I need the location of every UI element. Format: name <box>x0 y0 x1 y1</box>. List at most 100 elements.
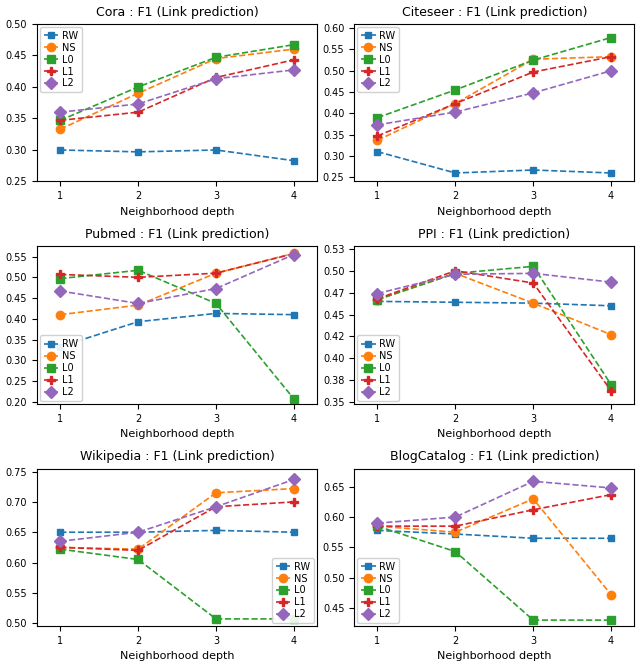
Line: L2: L2 <box>373 269 615 297</box>
L0 <box>529 56 537 64</box>
L0 <box>451 86 459 94</box>
L1 <box>134 108 142 116</box>
Legend: RW, NS, L0, L1, L2: RW, NS, L0, L1, L2 <box>40 27 82 92</box>
Line: L1: L1 <box>373 53 615 140</box>
Title: Pubmed : F1 (Link prediction): Pubmed : F1 (Link prediction) <box>85 228 269 241</box>
Line: L0: L0 <box>373 33 615 122</box>
L0 <box>134 556 142 564</box>
L0 <box>290 395 298 403</box>
NS <box>290 45 298 53</box>
NS <box>56 125 64 133</box>
L0 <box>529 616 537 624</box>
L0 <box>451 269 459 277</box>
L0 <box>134 83 142 91</box>
NS <box>607 331 615 339</box>
RW <box>290 528 298 536</box>
L1 <box>212 269 220 277</box>
L0 <box>212 299 220 307</box>
L1 <box>451 267 459 275</box>
L2 <box>529 89 537 97</box>
L2 <box>607 67 615 75</box>
Line: RW: RW <box>57 310 298 350</box>
NS <box>212 55 220 63</box>
Legend: RW, NS, L0, L1, L2: RW, NS, L0, L1, L2 <box>357 27 399 92</box>
L0 <box>290 41 298 49</box>
NS <box>529 299 537 307</box>
NS <box>529 55 537 63</box>
L2 <box>290 251 298 259</box>
RW <box>607 301 615 309</box>
L2 <box>607 484 615 492</box>
RW <box>374 297 381 305</box>
Legend: RW, NS, L0, L1, L2: RW, NS, L0, L1, L2 <box>357 558 399 623</box>
L0 <box>56 275 64 283</box>
NS <box>212 489 220 497</box>
L2 <box>212 75 220 83</box>
Title: Citeseer : F1 (Link prediction): Citeseer : F1 (Link prediction) <box>401 5 587 19</box>
L0 <box>56 116 64 124</box>
Title: BlogCatalog : F1 (Link prediction): BlogCatalog : F1 (Link prediction) <box>390 450 599 463</box>
Line: L1: L1 <box>56 249 298 281</box>
NS <box>607 591 615 599</box>
L2 <box>134 528 142 536</box>
RW <box>134 148 142 156</box>
L0 <box>56 545 64 553</box>
Line: NS: NS <box>56 249 298 319</box>
X-axis label: Neighborhood depth: Neighborhood depth <box>120 652 234 662</box>
L1 <box>607 53 615 61</box>
Line: L0: L0 <box>56 41 298 125</box>
RW <box>134 317 142 325</box>
RW <box>451 298 459 306</box>
RW <box>451 530 459 538</box>
NS <box>374 136 381 144</box>
NS <box>290 484 298 492</box>
L1 <box>374 522 381 530</box>
RW <box>56 146 64 154</box>
NS <box>374 522 381 530</box>
RW <box>212 309 220 317</box>
L1 <box>529 68 537 76</box>
NS <box>134 545 142 553</box>
L1 <box>212 503 220 511</box>
Line: NS: NS <box>373 495 615 599</box>
L2 <box>134 100 142 108</box>
L1 <box>529 279 537 287</box>
L1 <box>607 387 615 395</box>
L0 <box>212 53 220 61</box>
L2 <box>134 299 142 307</box>
X-axis label: Neighborhood depth: Neighborhood depth <box>437 207 552 217</box>
Line: L2: L2 <box>56 66 298 116</box>
L0 <box>529 262 537 270</box>
L2 <box>212 503 220 511</box>
Line: RW: RW <box>57 147 298 164</box>
Line: NS: NS <box>56 484 298 554</box>
L1 <box>56 544 64 552</box>
L1 <box>56 116 64 124</box>
RW <box>290 157 298 165</box>
RW <box>56 343 64 351</box>
RW <box>529 299 537 307</box>
RW <box>212 526 220 534</box>
NS <box>56 311 64 319</box>
L1 <box>290 498 298 506</box>
L1 <box>56 270 64 278</box>
NS <box>451 528 459 536</box>
NS <box>134 89 142 97</box>
Line: RW: RW <box>374 148 614 177</box>
L2 <box>374 121 381 129</box>
L2 <box>374 289 381 297</box>
L1 <box>374 295 381 303</box>
Line: RW: RW <box>374 298 614 309</box>
L1 <box>451 522 459 530</box>
Line: L0: L0 <box>373 522 615 624</box>
L0 <box>134 266 142 274</box>
Line: RW: RW <box>57 527 298 536</box>
L0 <box>607 33 615 41</box>
L0 <box>374 295 381 303</box>
L2 <box>607 278 615 286</box>
L2 <box>56 108 64 116</box>
L0 <box>607 381 615 389</box>
RW <box>56 528 64 536</box>
L2 <box>374 519 381 527</box>
Line: NS: NS <box>373 269 615 339</box>
